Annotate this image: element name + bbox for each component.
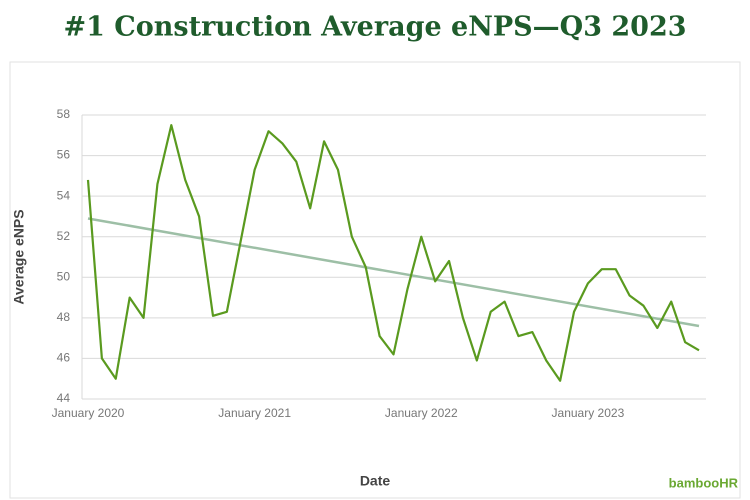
x-tick-label: January 2022 bbox=[385, 406, 458, 420]
trend-line bbox=[87, 217, 700, 328]
y-axis-title: Average eNPS bbox=[11, 209, 27, 304]
y-tick-label: 52 bbox=[57, 229, 71, 243]
y-tick-label: 56 bbox=[57, 148, 71, 162]
y-tick-label: 58 bbox=[57, 107, 71, 121]
y-tick-label: 54 bbox=[57, 188, 71, 202]
x-axis-title: Date bbox=[360, 473, 391, 489]
y-tick-label: 46 bbox=[57, 351, 71, 365]
y-tick-label: 44 bbox=[57, 391, 71, 405]
chart-frame bbox=[9, 61, 741, 499]
logo: bambooHR bbox=[669, 475, 739, 490]
x-tick-label: January 2020 bbox=[52, 406, 125, 420]
data-line bbox=[86, 124, 700, 382]
chart-title: #1 Construction Average eNPS—Q3 2023 bbox=[63, 12, 686, 43]
x-tick-label: January 2023 bbox=[552, 406, 625, 420]
x-tick-label: January 2021 bbox=[218, 406, 291, 420]
y-tick-label: 50 bbox=[57, 269, 71, 283]
y-tick-label: 48 bbox=[57, 310, 71, 324]
